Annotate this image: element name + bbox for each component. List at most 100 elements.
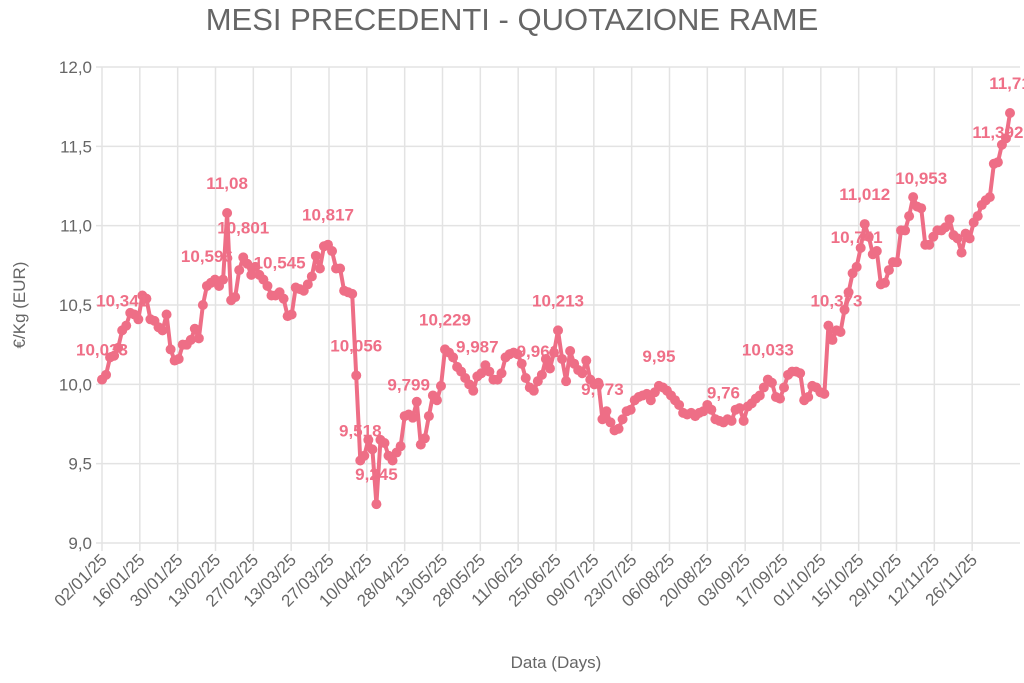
data-label: 10,801 [217, 218, 269, 237]
data-point [766, 377, 777, 388]
data-point [734, 403, 745, 414]
data-point [520, 372, 531, 383]
data-point [758, 382, 769, 393]
data-label: 11,392 [972, 123, 1023, 142]
data-point [242, 258, 253, 269]
data-point [222, 207, 233, 218]
x-axis-label: Data (Days) [511, 653, 602, 672]
data-point [795, 368, 806, 379]
data-point [234, 265, 245, 276]
data-point [113, 342, 124, 353]
y-tick-label: 11,0 [60, 217, 92, 236]
data-label: 9,799 [387, 375, 430, 394]
data-point [863, 231, 874, 242]
data-point [141, 293, 152, 304]
data-point [992, 157, 1003, 168]
data-point [892, 257, 903, 268]
data-point [577, 368, 588, 379]
data-point [121, 320, 132, 331]
data-label: 10,373 [810, 291, 862, 310]
data-label: 10,341 [96, 291, 148, 310]
data-point [363, 434, 374, 445]
data-point [411, 396, 422, 407]
data-point [557, 353, 568, 364]
data-label: 9,773 [581, 380, 624, 399]
data-point [476, 368, 487, 379]
data-point [819, 388, 830, 399]
data-label: 10,033 [76, 341, 128, 360]
data-point [423, 411, 434, 422]
data-point [593, 377, 604, 388]
data-point [496, 368, 507, 379]
data-point [944, 214, 955, 225]
data-label: 10,213 [532, 291, 584, 310]
data-point [565, 346, 576, 357]
data-point [101, 369, 112, 380]
data-point [536, 369, 547, 380]
data-point [851, 261, 862, 272]
data-point [674, 399, 685, 410]
data-point [448, 352, 459, 363]
data-point [726, 415, 737, 426]
data-point [855, 242, 866, 253]
data-point [952, 233, 963, 244]
data-point [351, 370, 362, 381]
y-tick-label: 12,0 [59, 58, 92, 77]
data-point [246, 269, 257, 280]
y-tick-label: 10,0 [59, 375, 92, 394]
data-label: 9,518 [339, 421, 382, 440]
data-point [133, 314, 144, 325]
y-tick-label: 9,5 [68, 455, 92, 474]
data-point [900, 225, 911, 236]
data-point [754, 390, 765, 401]
data-point [544, 363, 555, 374]
data-point [230, 292, 241, 303]
data-label: 11,012 [839, 185, 890, 204]
data-point [617, 414, 628, 425]
data-point [359, 450, 370, 461]
data-point [387, 455, 398, 466]
data-point [218, 274, 229, 285]
data-label: 9,961 [517, 342, 560, 361]
data-point [367, 444, 378, 455]
data-point [278, 293, 289, 304]
data-point [625, 404, 636, 415]
data-label: 9,95 [642, 347, 675, 366]
data-label: 10,817 [302, 206, 354, 225]
data-point [407, 412, 418, 423]
data-point [597, 414, 608, 425]
data-point [548, 347, 559, 358]
y-tick-label: 10,5 [59, 296, 92, 315]
data-point [706, 404, 717, 415]
data-point [395, 441, 406, 452]
data-point [185, 334, 196, 345]
data-point [484, 366, 495, 377]
data-point [984, 192, 995, 203]
data-point [581, 355, 592, 366]
data-point [859, 219, 870, 230]
data-point [161, 309, 172, 320]
data-point [189, 323, 200, 334]
data-point [871, 246, 882, 257]
data-point [803, 392, 814, 403]
data-point [435, 380, 446, 391]
data-point [419, 433, 430, 444]
data-label: 11,08 [206, 174, 248, 193]
data-point [827, 334, 838, 345]
data-point [379, 438, 390, 449]
data-point [823, 320, 834, 331]
y-tick-label: 11,5 [60, 137, 92, 156]
data-label: 10,741 [831, 228, 883, 247]
data-point [262, 280, 273, 291]
data-label: 10,056 [330, 336, 382, 355]
data-point [964, 233, 975, 244]
data-point [165, 344, 176, 355]
data-label: 9,245 [355, 465, 398, 484]
data-point [157, 325, 168, 336]
chart-title: MESI PRECEDENTI - QUOTAZIONE RAME [206, 2, 819, 37]
data-point [904, 211, 915, 222]
data-point [250, 261, 261, 272]
data-point [431, 395, 442, 406]
data-point [286, 309, 297, 320]
data-point [779, 382, 790, 393]
